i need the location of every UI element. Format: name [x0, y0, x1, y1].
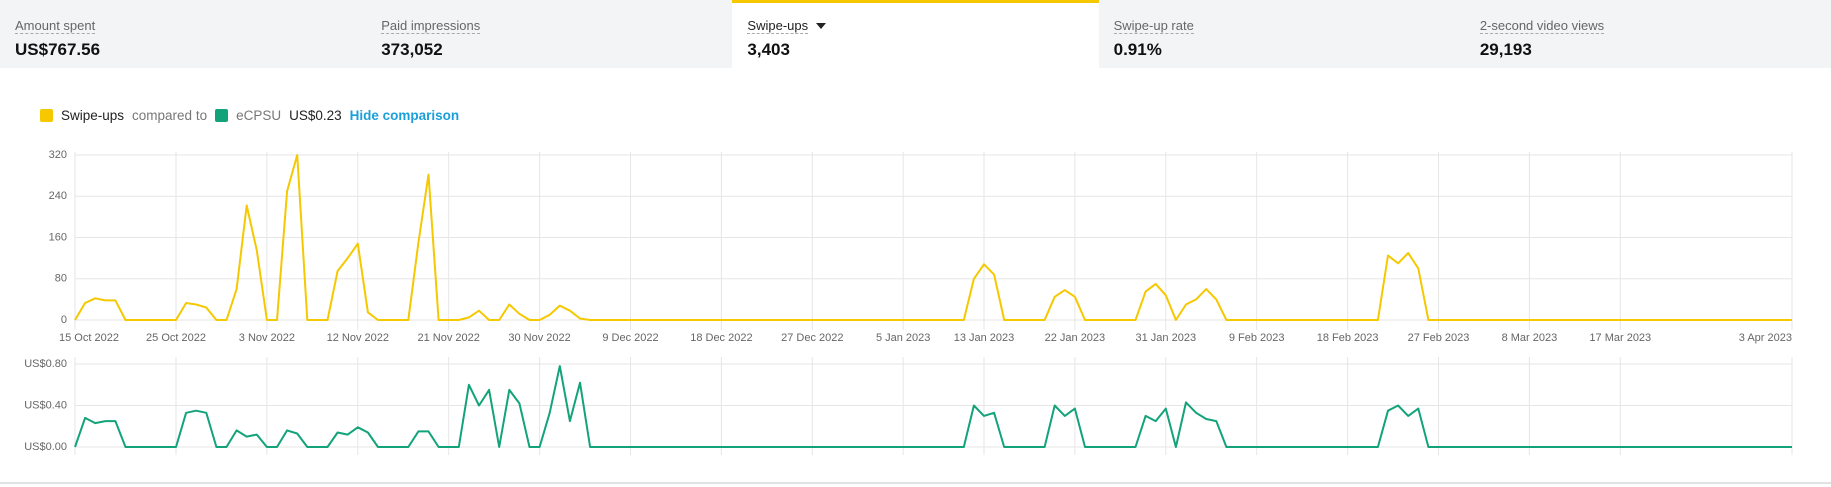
metric-label: Swipe-ups [747, 18, 809, 34]
x-tick-label: 21 Nov 2022 [418, 332, 480, 344]
series-line [74, 154, 1792, 321]
metric-label-row: Swipe-up rate [1113, 17, 1450, 35]
x-tick-label: 8 Mar 2023 [1502, 332, 1558, 344]
metric-label-row: Paid impressions [381, 17, 717, 35]
x-tick-label: 18 Dec 2022 [690, 332, 752, 344]
metric-value: 0.91% [1113, 40, 1162, 59]
legend-label: eCPSU [236, 108, 282, 123]
metric-tab[interactable]: Paid impressions 373,052 [366, 0, 732, 68]
x-tick-label: 18 Feb 2023 [1317, 332, 1379, 344]
metric-label: Swipe-up rate [1113, 18, 1194, 34]
x-tick-label: 9 Feb 2023 [1229, 332, 1285, 344]
legend-swatch [40, 109, 53, 122]
series-line [74, 365, 1792, 448]
x-tick-label: 5 Jan 2023 [876, 332, 930, 344]
x-tick-label: 31 Jan 2023 [1136, 332, 1197, 344]
legend-text: compared to [132, 108, 208, 123]
metric-label-row: Swipe-ups [747, 17, 1083, 35]
metric-value: 3,403 [747, 40, 790, 59]
metric-value: 373,052 [381, 40, 443, 59]
metric-tabs: Amount spent US$767.56 Paid impressions 373… [0, 0, 1831, 68]
metric-label: Paid impressions [381, 18, 481, 34]
x-tick-label: 22 Jan 2023 [1045, 332, 1106, 344]
x-tick-label: 25 Oct 2022 [146, 332, 206, 344]
x-tick-label: 30 Nov 2022 [508, 332, 570, 344]
x-tick-label: 12 Nov 2022 [327, 332, 389, 344]
metric-label: Amount spent [15, 18, 96, 34]
dropdown-arrow[interactable] [816, 22, 827, 29]
metric-tab[interactable]: Swipe-up rate 0.91% [1099, 0, 1465, 68]
legend-swatch [215, 109, 229, 122]
hide-comparison-link[interactable]: Hide comparison [349, 108, 460, 123]
x-tick-label: 15 Oct 2022 [59, 332, 119, 344]
metric-label-row: Amount spent [15, 17, 351, 35]
metric-tab[interactable]: Swipe-ups 3,403 [732, 0, 1099, 68]
legend: Swipe-ups compared to eCPSU US$0.23 Hide… [40, 108, 459, 123]
y-tick-label: US$0.00 [24, 441, 67, 453]
y-tick-label: 240 [49, 190, 67, 202]
y-tick-label: 80 [55, 273, 67, 285]
x-tick-label: 3 Apr 2023 [1739, 332, 1792, 344]
metric-tab[interactable]: Amount spent US$767.56 [0, 0, 366, 68]
metric-label-row: 2-second video views [1479, 17, 1816, 35]
x-tick-label: 9 Dec 2022 [602, 332, 658, 344]
y-tick-label: 320 [49, 149, 67, 161]
legend-label: Swipe-ups [61, 108, 125, 123]
metric-value: US$767.56 [15, 40, 101, 59]
y-tick-label: US$0.40 [24, 399, 67, 411]
x-tick-label: 27 Feb 2023 [1408, 332, 1470, 344]
x-tick-label: 13 Jan 2023 [954, 332, 1015, 344]
metric-label: 2-second video views [1479, 18, 1605, 34]
x-tick-label: 27 Dec 2022 [781, 332, 843, 344]
metric-tab[interactable]: 2-second video views 29,193 [1465, 0, 1831, 68]
x-tick-label: 3 Nov 2022 [239, 332, 295, 344]
comparison-value: US$0.23 [289, 108, 342, 123]
metric-value: 29,193 [1479, 40, 1532, 59]
x-tick-label: 17 Mar 2023 [1589, 332, 1651, 344]
y-tick-label: 160 [49, 231, 67, 243]
y-tick-label: 0 [61, 314, 67, 326]
y-tick-label: US$0.80 [24, 358, 67, 370]
